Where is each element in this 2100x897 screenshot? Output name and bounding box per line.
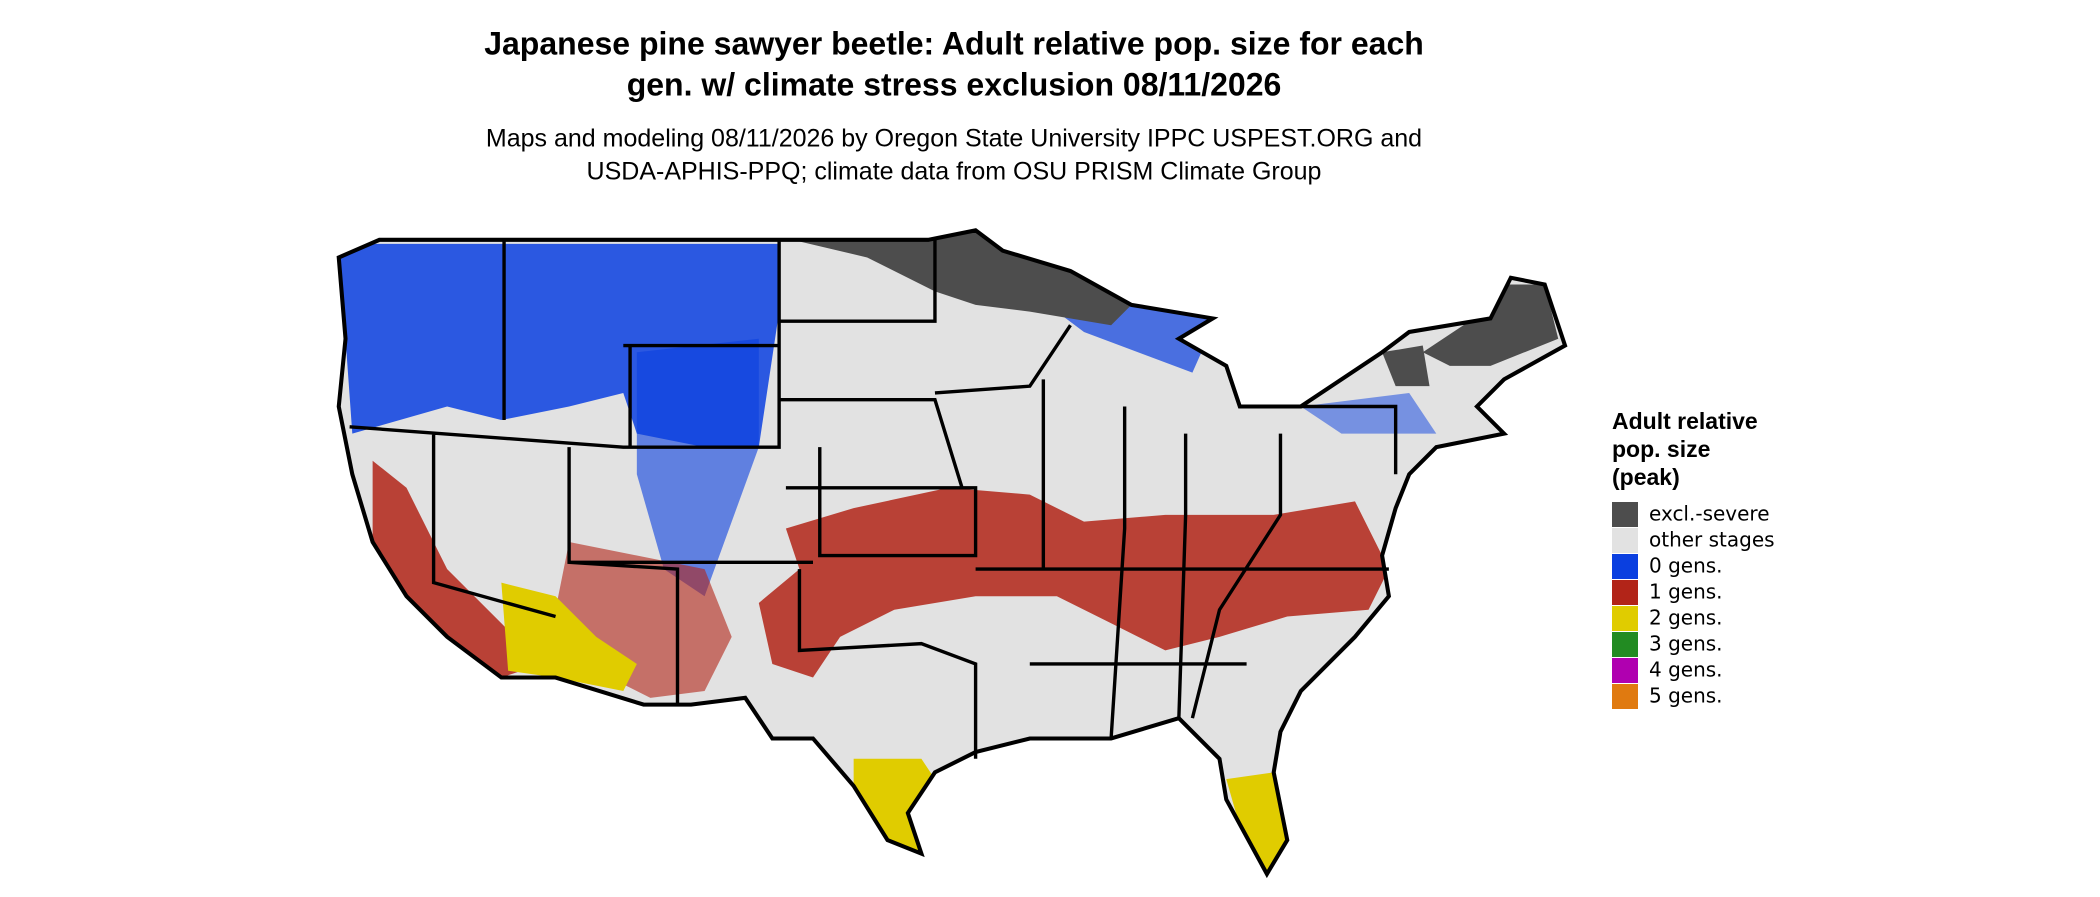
legend-swatch	[1612, 580, 1638, 605]
title-line: gen. w/ climate stress exclusion 08/11/2…	[627, 66, 1282, 102]
legend-label: 5 gens.	[1649, 684, 1723, 708]
zone	[1300, 392, 1437, 434]
zones	[338, 230, 1559, 874]
zone	[1422, 284, 1559, 366]
zone	[372, 460, 542, 678]
legend-swatch	[1612, 684, 1638, 709]
legend-swatch	[1612, 528, 1638, 553]
legend-title: Adult relative	[1612, 408, 1758, 434]
legend-swatch	[1612, 502, 1638, 527]
state-lines	[336, 228, 1568, 879]
legend-swatch	[1612, 632, 1638, 657]
legend-label: 3 gens.	[1649, 632, 1723, 656]
legend-label: 1 gens.	[1649, 580, 1723, 604]
legend-swatch	[1612, 554, 1638, 579]
legend-label: 0 gens.	[1649, 554, 1723, 578]
title-line: Japanese pine sawyer beetle: Adult relat…	[484, 25, 1424, 61]
zone	[636, 338, 759, 597]
legend-label: 2 gens.	[1649, 606, 1723, 630]
legend-swatch	[1612, 606, 1638, 631]
legend-swatch	[1612, 658, 1638, 683]
zone	[1226, 772, 1288, 874]
subtitle-line: USDA-APHIS-PPQ; climate data from OSU PR…	[587, 158, 1322, 186]
legend-label: excl.-severe	[1649, 502, 1770, 526]
map	[336, 228, 1568, 879]
us-outline	[336, 228, 1568, 879]
zone	[758, 487, 1389, 678]
subtitle-line: Maps and modeling 08/11/2026 by Oregon S…	[486, 125, 1422, 153]
legend-label: other stages	[1649, 528, 1775, 552]
titles: Japanese pine sawyer beetle: Adult relat…	[484, 25, 1424, 185]
zone	[792, 230, 1132, 326]
zone	[1382, 345, 1430, 387]
legend-title: (peak)	[1612, 464, 1680, 490]
legend-title: pop. size	[1612, 436, 1710, 462]
legend-label: 4 gens.	[1649, 658, 1723, 682]
